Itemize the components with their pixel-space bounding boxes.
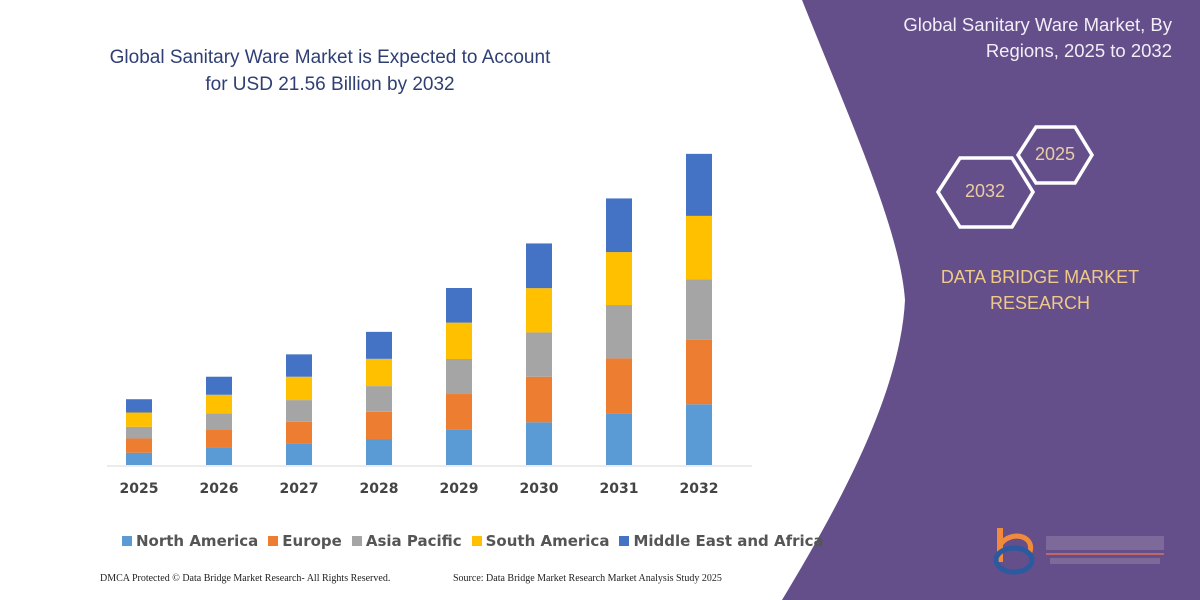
bar-segment-2025-south-america xyxy=(126,412,152,427)
legend-swatch xyxy=(122,536,132,546)
bar-segment-2028-europe xyxy=(366,411,392,440)
bar-segment-2032-middle-east-and-africa xyxy=(686,153,712,216)
bar-segment-2030-europe xyxy=(526,376,552,423)
bar-segment-2029-middle-east-and-africa xyxy=(446,288,472,323)
bar-segment-2025-asia-pacific xyxy=(126,426,152,439)
bar-segment-2028-south-america xyxy=(366,358,392,387)
legend-item: Europe xyxy=(268,532,342,550)
x-tick-label: 2030 xyxy=(519,481,559,497)
bar-segment-2028-asia-pacific xyxy=(366,386,392,412)
bar-segment-2031-middle-east-and-africa xyxy=(606,198,632,253)
hexagon-2025 xyxy=(1015,125,1095,185)
bar-segment-2026-south-america xyxy=(206,394,232,414)
bar-segment-2032-europe xyxy=(686,339,712,405)
bar-segment-2025-europe xyxy=(126,438,152,453)
bar-segment-2027-europe xyxy=(286,421,312,444)
bar-segment-2031-asia-pacific xyxy=(606,305,632,359)
legend-swatch xyxy=(619,536,630,546)
bar-segment-2031-europe xyxy=(606,358,632,414)
bar-segment-2026-europe xyxy=(206,429,232,448)
x-tick-label: 2029 xyxy=(439,481,479,497)
bars xyxy=(126,153,712,465)
bar-segment-2030-middle-east-and-africa xyxy=(526,243,552,289)
bar-segment-2028-middle-east-and-africa xyxy=(366,331,392,359)
bar-segment-2031-south-america xyxy=(606,252,632,306)
bar-segment-2029-europe xyxy=(446,394,472,430)
side-panel-title: Global Sanitary Ware Market, By Regions,… xyxy=(903,14,1172,61)
bar-segment-2027-asia-pacific xyxy=(286,400,312,422)
bar-segment-2028-north-america xyxy=(366,439,392,465)
bar-segment-2030-north-america xyxy=(526,422,552,465)
footer-source: Source: Data Bridge Market Research Mark… xyxy=(453,573,722,584)
legend-item: South America xyxy=(471,532,610,550)
bar-segment-2032-asia-pacific xyxy=(686,279,712,340)
bar-segment-2027-north-america xyxy=(286,443,312,465)
footer-copyright: DMCA Protected © Data Bridge Market Rese… xyxy=(100,573,391,584)
chart-title: Global Sanitary Ware Market is Expected … xyxy=(109,47,551,95)
legend-swatch xyxy=(351,536,362,546)
bar-segment-2030-south-america xyxy=(526,288,552,333)
bar-segment-2026-middle-east-and-africa xyxy=(206,376,232,395)
bar-segment-2032-south-america xyxy=(686,215,712,280)
bar-segment-2025-middle-east-and-africa xyxy=(126,399,152,413)
legend: North America Europe Asia Pacific South Ame… xyxy=(122,532,824,550)
legend-swatch xyxy=(268,536,279,546)
legend-label: Europe xyxy=(282,532,342,550)
x-tick-label: 2025 xyxy=(119,481,159,497)
bar-segment-2032-north-america xyxy=(686,404,712,465)
legend-item: Middle East and Africa xyxy=(619,532,824,550)
legend-item: Asia Pacific xyxy=(351,532,462,550)
x-tick-label: 2028 xyxy=(359,481,399,497)
bar-segment-2026-asia-pacific xyxy=(206,413,232,430)
hexagon-2032 xyxy=(935,156,1036,229)
hex-label-2032: 2032 xyxy=(964,181,1006,201)
legend-label: South America xyxy=(485,532,610,550)
legend-swatch xyxy=(471,536,482,546)
purple-panel xyxy=(782,0,1200,600)
bar-segment-2026-north-america xyxy=(206,447,232,465)
bar-segment-2031-north-america xyxy=(606,413,632,465)
bar-segment-2029-north-america xyxy=(446,429,472,465)
x-tick-label: 2026 xyxy=(199,481,239,497)
brand-name: DATA BRIDGE MARKET RESEARCH xyxy=(940,267,1140,313)
hex-label-2025: 2025 xyxy=(1034,144,1076,164)
legend-item: North America xyxy=(122,532,258,550)
x-tick-label: 2032 xyxy=(679,481,719,497)
bar-segment-2027-middle-east-and-africa xyxy=(286,354,312,377)
x-tick-label: 2031 xyxy=(599,481,639,497)
legend-label: Asia Pacific xyxy=(365,532,462,550)
legend-label: North America xyxy=(136,532,259,550)
bar-segment-2025-north-america xyxy=(126,452,152,465)
bar-segment-2029-asia-pacific xyxy=(446,358,472,395)
bar-segment-2029-south-america xyxy=(446,322,472,359)
bar-segment-2027-south-america xyxy=(286,376,312,401)
logo xyxy=(993,528,1164,575)
bar-segment-2030-asia-pacific xyxy=(526,332,552,377)
legend-label: Middle East and Africa xyxy=(633,532,824,550)
x-tick-label: 2027 xyxy=(279,481,319,497)
